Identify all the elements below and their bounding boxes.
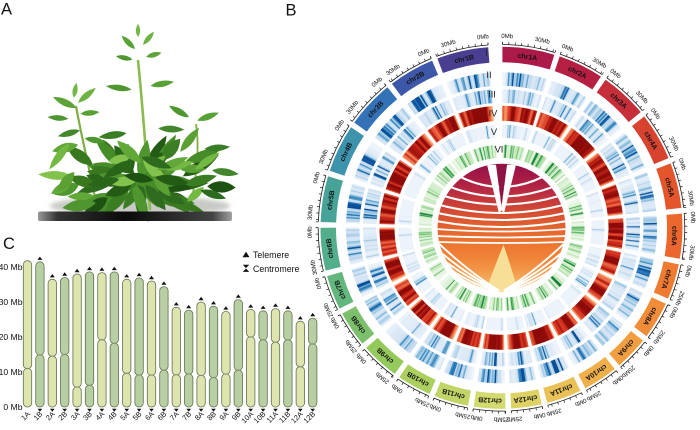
- svg-text:chr6A: chr6A: [670, 226, 678, 246]
- svg-text:30Mb: 30Mb: [440, 38, 457, 49]
- svg-text:chr1A: chr1A: [517, 53, 538, 63]
- svg-text:20 Mb: 20 Mb: [0, 332, 23, 342]
- svg-text:0Mb: 0Mb: [667, 305, 679, 319]
- svg-text:0 Mb: 0 Mb: [3, 402, 22, 412]
- svg-text:chr5B: chr5B: [326, 190, 336, 211]
- svg-text:30 Mb: 30 Mb: [0, 297, 23, 307]
- svg-text:0Mb: 0Mb: [573, 396, 587, 408]
- svg-text:0Mb: 0Mb: [307, 226, 314, 239]
- svg-text:0Mb: 0Mb: [312, 171, 322, 185]
- svg-text:30Mb: 30Mb: [686, 190, 695, 207]
- svg-text:0Mb: 0Mb: [532, 411, 546, 420]
- svg-text:II: II: [486, 70, 491, 80]
- svg-text:chr6B: chr6B: [326, 238, 335, 259]
- svg-text:A: A: [1, 1, 12, 19]
- svg-text:chr1B: chr1B: [454, 54, 475, 65]
- svg-text:25Mb: 25Mb: [545, 406, 562, 417]
- svg-text:10 Mb: 10 Mb: [0, 367, 23, 377]
- svg-text:0Mb: 0Mb: [417, 47, 431, 58]
- svg-text:30Mb: 30Mb: [534, 36, 551, 46]
- svg-text:30Mb: 30Mb: [309, 259, 319, 276]
- svg-text:25Mb: 25Mb: [493, 416, 509, 423]
- svg-text:V: V: [491, 127, 498, 137]
- svg-text:0Mb: 0Mb: [561, 43, 575, 54]
- svg-text:0Mb: 0Mb: [501, 33, 514, 40]
- svg-text:III: III: [488, 90, 496, 100]
- svg-text:chr12A: chr12A: [513, 393, 537, 403]
- svg-text:0Mb: 0Mb: [428, 402, 442, 413]
- svg-text:chr12B: chr12B: [478, 395, 502, 404]
- svg-text:0Mb: 0Mb: [470, 413, 483, 422]
- svg-text:VI: VI: [495, 145, 504, 155]
- svg-text:chr5A: chr5A: [663, 177, 674, 198]
- svg-text:30Mb: 30Mb: [307, 204, 315, 220]
- svg-text:0Mb: 0Mb: [313, 276, 323, 290]
- svg-text:C: C: [3, 235, 15, 253]
- svg-text:IV: IV: [489, 109, 499, 119]
- svg-text:0Mb: 0Mb: [689, 211, 697, 224]
- svg-text:B: B: [286, 2, 297, 20]
- svg-text:30Mb: 30Mb: [687, 245, 696, 262]
- svg-text:Telemere: Telemere: [253, 250, 289, 260]
- svg-text:0Mb: 0Mb: [677, 157, 688, 171]
- svg-text:0Mb: 0Mb: [477, 33, 490, 41]
- svg-text:40 Mb: 40 Mb: [0, 262, 23, 272]
- svg-text:I: I: [485, 48, 488, 58]
- svg-text:25Mb: 25Mb: [454, 410, 471, 420]
- svg-text:0Mb: 0Mb: [683, 264, 693, 278]
- svg-text:25Mb: 25Mb: [506, 415, 522, 423]
- svg-text:Centromere: Centromere: [253, 264, 300, 274]
